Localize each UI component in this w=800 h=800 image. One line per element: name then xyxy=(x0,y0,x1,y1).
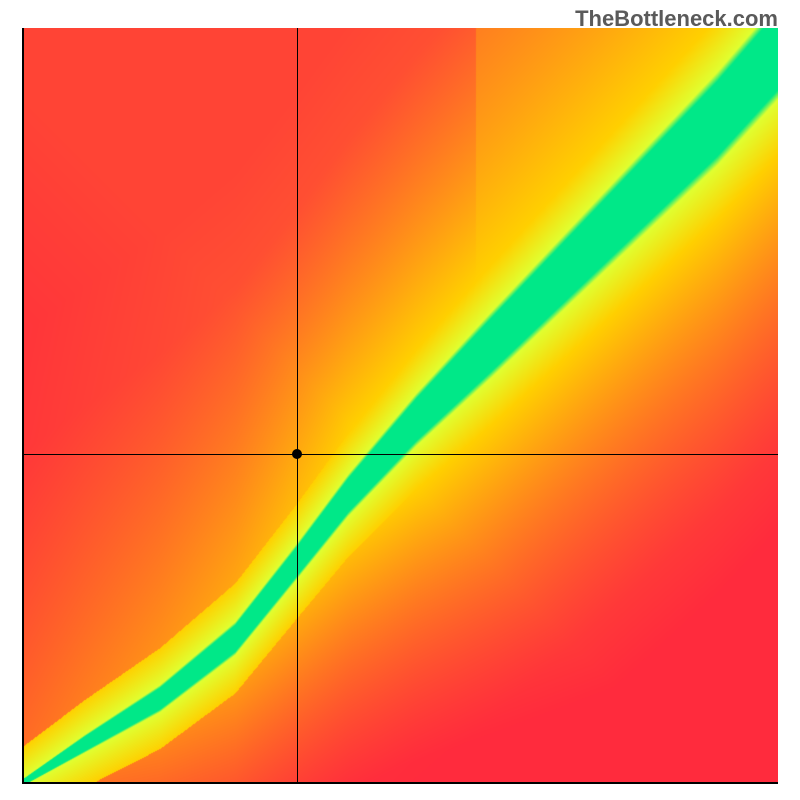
data-point-marker xyxy=(292,449,302,459)
watermark-text: TheBottleneck.com xyxy=(575,6,778,32)
heatmap-plot xyxy=(22,28,778,784)
heatmap-canvas xyxy=(24,28,778,782)
crosshair-horizontal xyxy=(24,454,778,455)
crosshair-vertical xyxy=(297,28,298,782)
